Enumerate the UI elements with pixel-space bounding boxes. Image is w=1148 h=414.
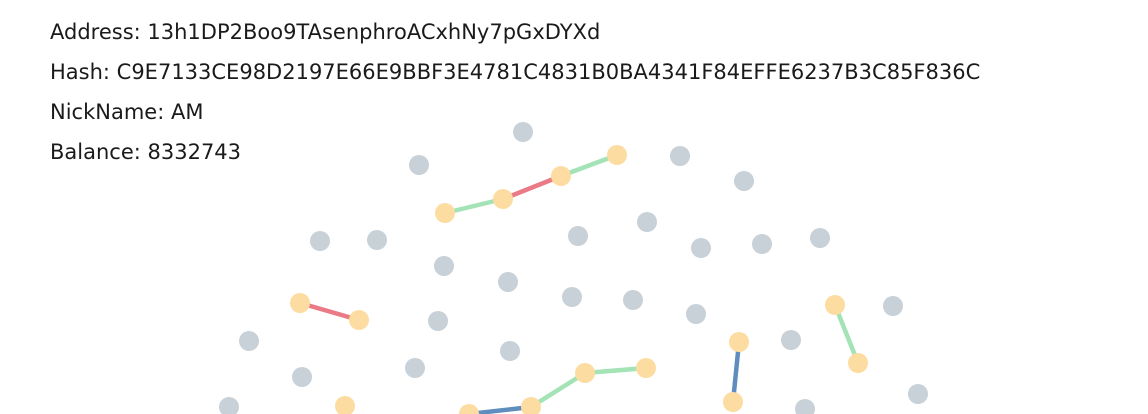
graph-node[interactable] [500,341,520,361]
graph-node[interactable] [513,122,533,142]
graph-node[interactable] [498,272,518,292]
graph-edge [466,404,534,414]
graph-node-active[interactable] [493,189,513,209]
graph-node[interactable] [405,358,425,378]
graph-node[interactable] [883,296,903,316]
graph-node[interactable] [239,331,259,351]
graph-node-active[interactable] [723,392,743,412]
graph-node-active[interactable] [349,310,369,330]
graph-nodes [219,122,928,414]
graph-node[interactable] [691,238,711,258]
graph-edge [297,300,362,323]
graph-node[interactable] [367,230,387,250]
graph-node-active[interactable] [521,397,541,414]
graph-node[interactable] [292,367,312,387]
graph-node-active[interactable] [607,145,627,165]
graph-node[interactable] [219,397,239,414]
graph-edge [500,173,564,202]
graph-node[interactable] [637,212,657,232]
graph-node-active[interactable] [459,404,479,414]
graph-edge [832,302,861,366]
graph-node[interactable] [810,228,830,248]
graph-edge [730,339,742,405]
graph-node[interactable] [310,231,330,251]
nickname-label: NickName: AM [50,100,204,124]
graph-node[interactable] [434,256,454,276]
graph-node[interactable] [781,330,801,350]
graph-node[interactable] [568,226,588,246]
graph-node-active[interactable] [290,293,310,313]
hash-label: Hash: C9E7133CE98D2197E66E9BBF3E4781C483… [50,60,981,84]
graph-node-active[interactable] [848,353,868,373]
graph-edge [528,370,588,410]
graph-node[interactable] [686,304,706,324]
graph-node[interactable] [562,287,582,307]
graph-node-active[interactable] [825,295,845,315]
graph-node[interactable] [734,171,754,191]
graph-node[interactable] [428,311,448,331]
address-label: Address: 13h1DP2Boo9TAsenphroACxhNy7pGxD… [50,20,601,44]
graph-node[interactable] [752,234,772,254]
balance-label: Balance: 8332743 [50,140,242,164]
graph-node-active[interactable] [435,203,455,223]
graph-node[interactable] [623,290,643,310]
graph-node[interactable] [795,399,815,414]
graph-node[interactable] [670,146,690,166]
graph-node-active[interactable] [636,358,656,378]
graph-node[interactable] [409,155,429,175]
wallet-info-panel: Address: 13h1DP2Boo9TAsenphroACxhNy7pGxD… [50,16,980,176]
graph-node-active[interactable] [575,363,595,383]
graph-node-active[interactable] [729,332,749,352]
graph-node[interactable] [908,384,928,404]
graph-node-active[interactable] [335,396,355,414]
graph-node-active[interactable] [551,166,571,186]
graph-edge [582,365,649,376]
